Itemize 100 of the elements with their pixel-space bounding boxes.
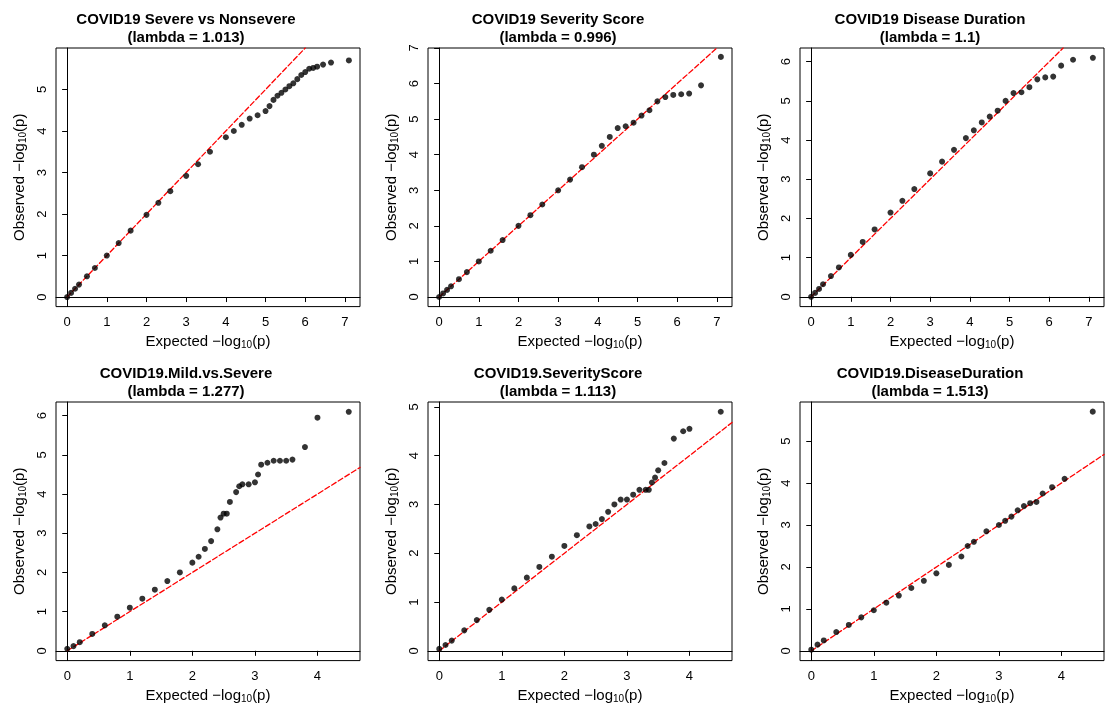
point	[662, 94, 669, 101]
chart-title: COVID19 Severe vs Nonsevere	[76, 10, 296, 27]
point	[251, 479, 258, 486]
point	[614, 125, 621, 132]
point	[1002, 517, 1009, 524]
point	[448, 283, 455, 290]
y-tick-label: 3	[34, 529, 49, 537]
y-tick-label: 1	[778, 605, 793, 613]
y-tick-label: 0	[778, 293, 793, 301]
point	[195, 161, 202, 168]
x-tick-label: 4	[594, 313, 602, 329]
x-tick-label: 1	[498, 667, 506, 683]
y-tick-label: 3	[778, 175, 793, 183]
point	[655, 467, 662, 474]
point	[282, 86, 289, 93]
point	[908, 584, 915, 591]
chart-subtitle: (lambda = 0.996)	[499, 28, 617, 45]
x-tick-label: 4	[1057, 667, 1066, 683]
point	[1008, 513, 1015, 520]
point	[573, 532, 580, 539]
point	[1050, 73, 1057, 80]
x-tick-label: 1	[103, 313, 111, 329]
x-tick-label: 1	[475, 313, 483, 329]
point	[539, 201, 546, 208]
x-tick-label: 2	[560, 667, 568, 683]
point	[436, 645, 443, 652]
point	[246, 115, 253, 122]
point	[487, 247, 494, 254]
point	[1089, 408, 1096, 415]
y-tick-label: 5	[406, 403, 421, 411]
chart-title: COVID19 Disease Duration	[834, 10, 1026, 27]
point	[1034, 76, 1041, 83]
point	[274, 92, 281, 99]
point	[139, 595, 146, 602]
point	[950, 146, 957, 153]
point	[486, 606, 493, 613]
point	[808, 646, 815, 653]
point	[605, 508, 612, 515]
point	[958, 553, 965, 560]
point	[686, 90, 693, 97]
point	[847, 251, 854, 258]
point	[440, 290, 447, 297]
point	[630, 491, 637, 498]
point	[598, 516, 605, 523]
point	[301, 444, 308, 451]
point	[233, 489, 240, 496]
point	[64, 645, 71, 652]
x-tick-label: 5	[1005, 313, 1014, 329]
point	[883, 599, 890, 606]
point	[103, 252, 110, 259]
y-tick-label: 0	[34, 293, 49, 301]
point	[115, 240, 122, 247]
y-tick-label: 5	[34, 451, 49, 459]
point	[278, 89, 285, 96]
point	[648, 479, 655, 486]
x-tick-label: 7	[341, 313, 349, 329]
x-tick-label: 6	[301, 313, 309, 329]
point	[208, 538, 215, 545]
y-tick-label: 5	[406, 115, 421, 123]
point	[298, 71, 305, 78]
y-tick-label: 4	[406, 151, 421, 159]
point	[945, 561, 952, 568]
y-tick-label: 1	[778, 254, 793, 262]
point	[622, 123, 629, 130]
point	[592, 520, 599, 527]
point	[72, 285, 79, 292]
point	[114, 613, 121, 620]
point	[911, 186, 918, 193]
point	[970, 538, 977, 545]
point	[654, 98, 661, 105]
point	[939, 158, 946, 165]
point	[448, 637, 455, 644]
point	[461, 627, 468, 634]
point	[578, 164, 585, 171]
point	[76, 281, 83, 288]
point	[290, 80, 297, 87]
point	[238, 121, 245, 128]
point	[195, 553, 202, 560]
point	[1058, 62, 1065, 69]
y-tick-label: 0	[778, 647, 793, 655]
point	[266, 103, 273, 110]
point	[1018, 89, 1025, 96]
x-tick-label: 7	[1085, 313, 1093, 329]
point	[887, 209, 894, 216]
y-tick-label: 4	[34, 490, 49, 498]
x-tick-label: 3	[251, 667, 259, 683]
point	[652, 474, 659, 481]
point	[314, 414, 321, 421]
point	[962, 135, 969, 142]
x-tick-label: 6	[1045, 313, 1053, 329]
x-tick-label: 3	[182, 313, 190, 329]
point	[302, 69, 309, 76]
point	[328, 59, 335, 66]
point	[1010, 90, 1017, 97]
point	[717, 408, 724, 415]
x-tick-label: 0	[63, 667, 71, 683]
point	[1026, 84, 1033, 91]
point	[76, 639, 83, 646]
point	[511, 585, 518, 592]
point	[983, 528, 990, 535]
